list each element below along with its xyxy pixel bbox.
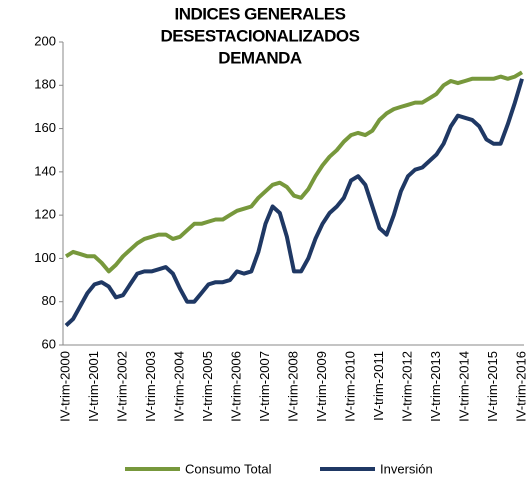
x-tick-label: IV-trim-2008 [285, 351, 300, 422]
series-line [64, 70, 524, 274]
x-tick-label: IV-trim-2015 [485, 351, 500, 422]
x-tick-label: IV-trim-2005 [200, 351, 215, 422]
y-tick-label: 140 [34, 163, 56, 178]
x-tick-label: IV-trim-2002 [114, 351, 129, 422]
x-tick-label: IV-trim-2016 [513, 351, 528, 422]
x-tick-label: IV-trim-2000 [57, 351, 72, 422]
x-tick-label: IV-trim-2001 [86, 351, 101, 422]
y-tick-label: 120 [34, 207, 56, 222]
series-line [64, 78, 524, 327]
y-tick-label: 180 [34, 77, 56, 92]
x-tick-label: IV-trim-2003 [143, 351, 158, 422]
x-tick-label: IV-trim-2012 [399, 351, 414, 422]
chart-title: DEMANDA [218, 48, 302, 67]
x-tick-label: IV-trim-2013 [428, 351, 443, 422]
x-tick-label: IV-trim-2007 [257, 351, 272, 422]
y-tick-label: 100 [34, 250, 56, 265]
x-tick-label: IV-trim-2011 [371, 351, 386, 421]
y-tick-label: 160 [34, 120, 56, 135]
x-tick-label: IV-trim-2009 [314, 351, 329, 422]
y-tick-label: 200 [34, 33, 56, 48]
chart-title: INDICES GENERALES [175, 4, 346, 23]
chart-title: DESESTACIONALIZADOS [161, 26, 360, 45]
x-tick-label: IV-trim-2006 [228, 351, 243, 422]
x-tick-label: IV-trim-2014 [456, 351, 471, 422]
y-tick-label: 60 [42, 336, 56, 351]
y-tick-label: 80 [42, 293, 56, 308]
legend-label: Inversión [380, 461, 433, 476]
x-tick-label: IV-trim-2004 [171, 351, 186, 422]
x-tick-label: IV-trim-2010 [342, 351, 357, 422]
legend-label: Consumo Total [185, 461, 272, 476]
